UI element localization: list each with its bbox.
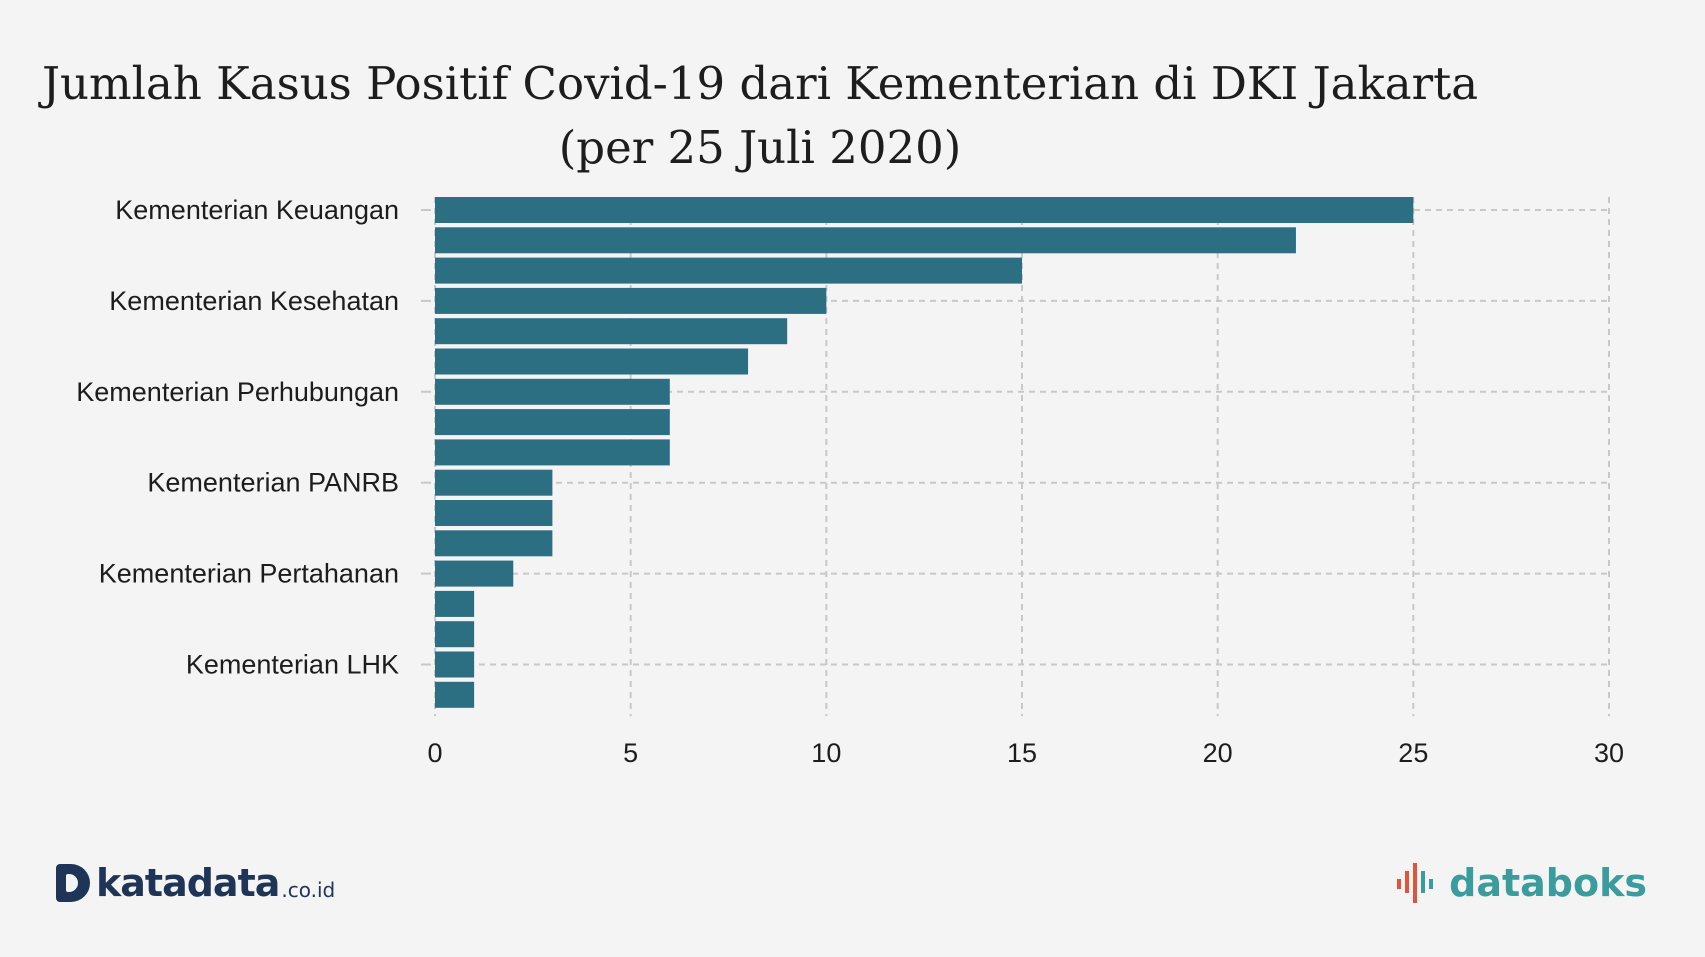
title-line-2: (per 25 Juli 2020) [558,121,962,174]
databoks-bars-icon [1397,863,1434,903]
x-tick-label: 0 [427,738,442,768]
bar [435,439,670,466]
chart-title: Jumlah Kasus Positif Covid-19 dari Kemen… [0,52,1520,180]
bar [435,560,514,587]
bar [435,500,553,526]
y-tick-label: Kementerian Keuangan [115,195,399,225]
bar [435,621,475,648]
y-tick-label: Kementerian Pertahanan [99,559,399,589]
katadata-d-icon [56,864,90,902]
bar [435,227,1296,254]
y-tick-label: Kementerian Perhubungan [76,377,399,407]
bars [435,197,1414,708]
y-axis-labels: Kementerian Keuangan Kementerian Kesehata… [76,195,399,680]
bar [435,681,475,708]
katadata-logo: katadata .co.id [56,858,335,908]
databoks-logo: databoks [1395,858,1647,908]
bar [435,197,1414,223]
y-tick-label: Kementerian Kesehatan [109,286,399,316]
bar [435,409,670,436]
bar [435,257,1022,284]
x-tick-label: 30 [1594,738,1624,768]
x-axis-labels: 0 5 10 15 20 25 30 [427,738,1624,768]
bar [435,530,553,557]
bar [435,651,475,678]
databoks-logo-text: databoks [1449,861,1647,905]
x-tick-label: 15 [1007,738,1037,768]
katadata-logo-text: katadata [96,861,280,905]
x-tick-label: 25 [1398,738,1428,768]
katadata-logo-suffix: .co.id [281,878,336,902]
bar [435,590,475,617]
title-line-1: Jumlah Kasus Positif Covid-19 dari Kemen… [41,57,1479,110]
bar [435,348,749,375]
x-tick-label: 5 [623,738,638,768]
bar [435,287,827,314]
x-tick-label: 10 [811,738,841,768]
bar [435,469,553,496]
bar [435,378,670,405]
bar [435,318,788,345]
y-tick-label: Kementerian LHK [186,650,399,680]
x-tick-label: 20 [1203,738,1233,768]
y-tick-label: Kementerian PANRB [147,468,399,498]
